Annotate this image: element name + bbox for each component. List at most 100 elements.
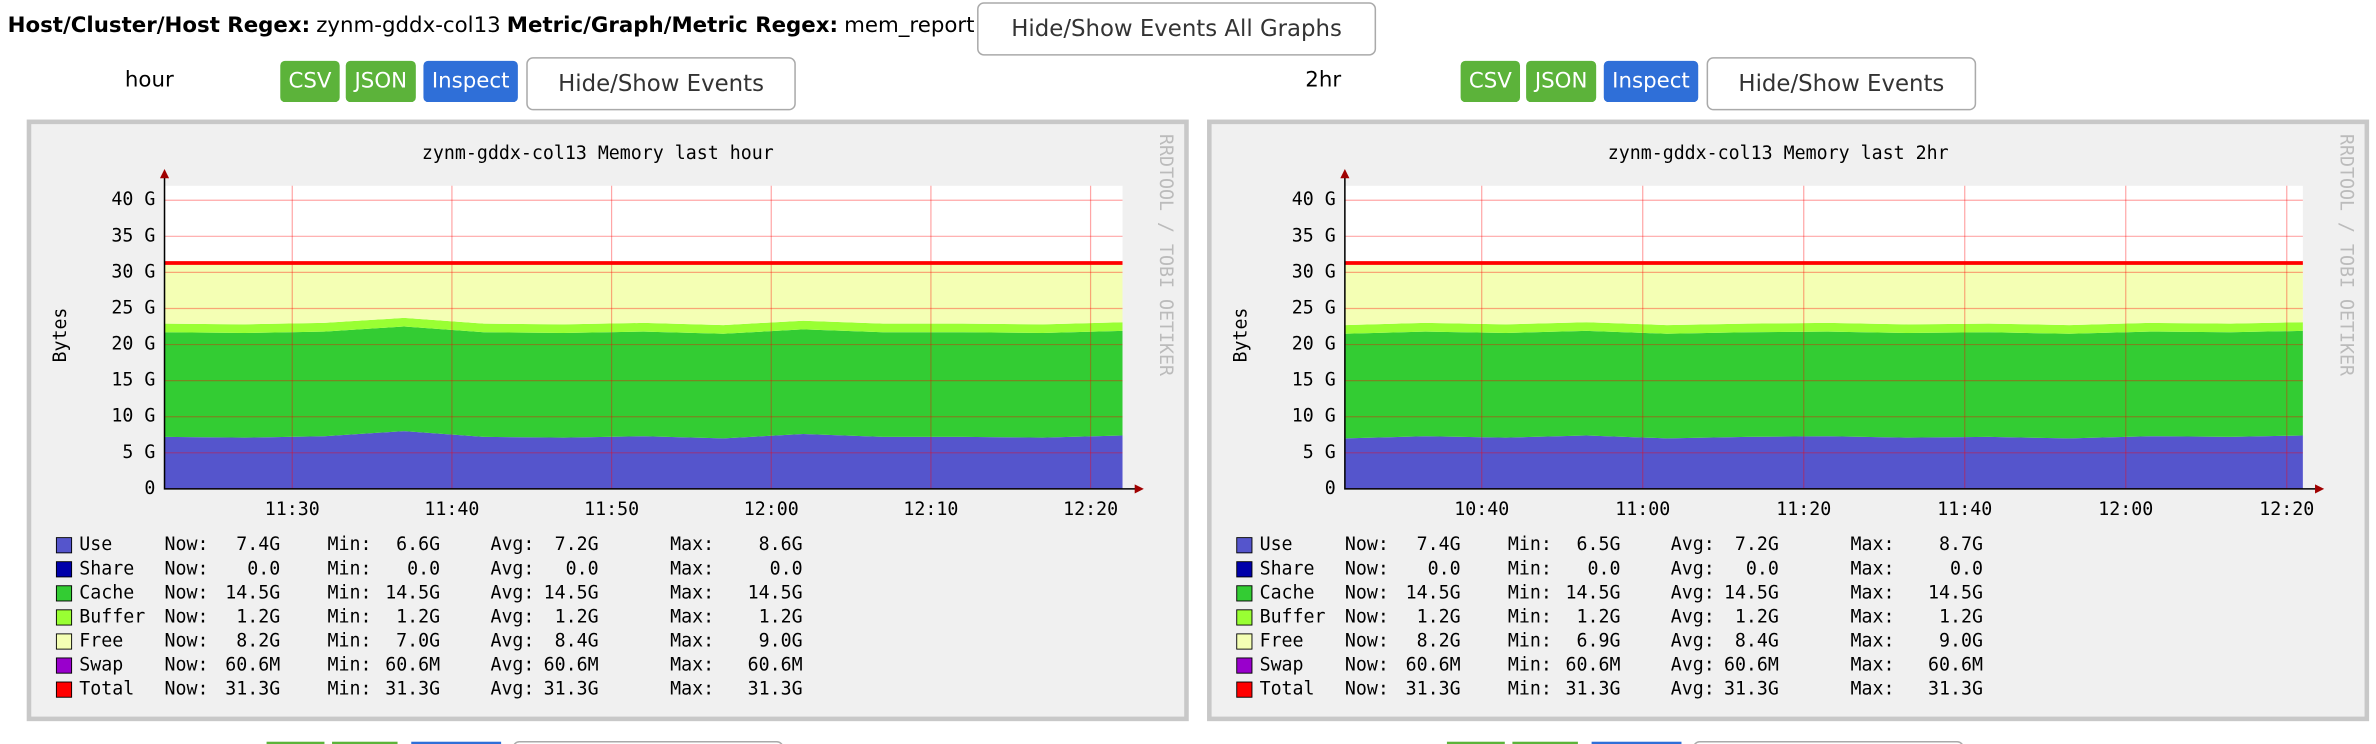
y-tick-label: 35 G xyxy=(1292,225,1336,246)
export-button[interactable]: Inspect xyxy=(423,60,518,103)
legend-stat-label: Now: xyxy=(1345,582,1389,603)
legend-stat-value: 14.5G xyxy=(544,582,599,603)
legend-stat-value: 8.2G xyxy=(1417,631,1461,652)
legend-stat-label: Min: xyxy=(327,534,371,555)
legend-stat-label: Avg: xyxy=(490,631,534,652)
cut-button xyxy=(1694,740,1963,744)
legend-stat-label: Avg: xyxy=(1671,679,1715,700)
legend-stat-value: 0.0 xyxy=(566,558,599,579)
legend-stat-value: 1.2G xyxy=(1735,606,1779,627)
button-label: JSON xyxy=(1533,68,1588,93)
legend-stat-value: 1.2G xyxy=(236,606,280,627)
cut-button xyxy=(513,740,783,744)
legend-stat-label: Min: xyxy=(1508,655,1552,676)
x-tick-label: 11:40 xyxy=(424,499,479,520)
x-tick-label: 12:20 xyxy=(1063,499,1118,520)
legend-name: Use xyxy=(1260,534,1293,555)
button-label: Inspect xyxy=(432,68,510,93)
legend-stat-value: 9.0G xyxy=(759,631,803,652)
legend-stat-value: 8.7G xyxy=(1939,534,1983,555)
x-tick-label: 11:30 xyxy=(265,499,320,520)
all-events-button[interactable]: Hide/Show Events All Graphs xyxy=(977,2,1377,56)
graph: zynm-gddx-col13 Memory last 2hr Bytes RRDT… xyxy=(1207,119,2370,722)
legend-stat-label: Max: xyxy=(670,534,714,555)
legend-swatch xyxy=(55,609,73,626)
x-tick-label: 12:00 xyxy=(744,499,799,520)
legend-name: Total xyxy=(1260,679,1315,700)
legend-stat-label: Min: xyxy=(327,582,371,603)
legend-stat-label: Now: xyxy=(165,679,209,700)
legend-stat-value: 60.6M xyxy=(385,655,440,676)
stack-area xyxy=(1344,263,2303,326)
range-label: hour xyxy=(125,68,174,93)
legend-stat-label: Min: xyxy=(1508,606,1552,627)
legend-stat-value: 6.9G xyxy=(1577,631,1621,652)
legend-stat-label: Avg: xyxy=(490,606,534,627)
events-button[interactable]: Hide/Show Events xyxy=(526,57,796,111)
legend-stat-label: Max: xyxy=(1851,655,1895,676)
stack-area xyxy=(164,431,1123,489)
legend-stat-label: Max: xyxy=(670,655,714,676)
legend-stat-value: 8.6G xyxy=(759,534,803,555)
legend-stat-value: 1.2G xyxy=(1577,606,1621,627)
legend-stat-label: Now: xyxy=(165,558,209,579)
x-tick-label: 12:10 xyxy=(903,499,958,520)
legend-name: Cache xyxy=(1260,582,1315,603)
legend-stat-label: Now: xyxy=(165,655,209,676)
legend-stat-value: 14.5G xyxy=(1724,582,1779,603)
legend-swatch xyxy=(1236,561,1253,578)
button-label: CSV xyxy=(1469,68,1512,93)
metric-value: mem_report xyxy=(844,13,974,38)
legend-stat-value: 31.3G xyxy=(385,679,440,700)
legend-stat-value: 14.5G xyxy=(225,582,280,603)
export-button[interactable]: JSON xyxy=(345,60,416,103)
y-tick-label: 15 G xyxy=(1292,370,1336,391)
legend-stat-value: 0.0 xyxy=(1428,558,1461,579)
button-frame xyxy=(1526,60,1597,103)
legend-stat-label: Max: xyxy=(670,679,714,700)
y-tick-label: 5 G xyxy=(1303,442,1336,463)
legend-stat-label: Min: xyxy=(327,558,371,579)
x-tick-label: 12:00 xyxy=(2098,499,2153,520)
legend-swatch xyxy=(55,633,73,650)
legend-stat-value: 60.6M xyxy=(748,655,803,676)
button-frame xyxy=(526,57,796,111)
stack-area xyxy=(1344,330,2303,439)
y-tick-label: 40 G xyxy=(111,189,155,210)
export-button[interactable]: CSV xyxy=(1460,60,1521,103)
y-tick-label: 5 G xyxy=(122,442,155,463)
legend-stat-value: 60.6M xyxy=(544,655,599,676)
axes xyxy=(163,173,1138,490)
legend-swatch xyxy=(55,681,73,698)
legend-stat-label: Now: xyxy=(165,606,209,627)
legend-stat-value: 9.0G xyxy=(1939,631,1983,652)
legend-stat-value: 60.6M xyxy=(1566,655,1621,676)
y-tick-label: 40 G xyxy=(1292,189,1336,210)
button-frame xyxy=(345,60,416,103)
export-button[interactable]: Inspect xyxy=(1603,60,1699,103)
legend-stat-value: 8.4G xyxy=(555,631,599,652)
header-line: Host/Cluster/Host Regex: zynm-gddx-col13 M… xyxy=(8,13,975,38)
y-tick-label: 20 G xyxy=(1292,334,1336,355)
legend-stat-value: 31.3G xyxy=(1724,679,1779,700)
legend-stat-label: Now: xyxy=(1345,655,1389,676)
legend-stat-label: Avg: xyxy=(1671,655,1715,676)
events-button[interactable]: Hide/Show Events xyxy=(1706,57,1977,111)
export-button[interactable]: CSV xyxy=(280,60,340,103)
legend-stat-value: 14.5G xyxy=(1406,582,1461,603)
graph-title: zynm-gddx-col13 Memory last hour xyxy=(422,143,774,164)
legend-swatch xyxy=(1236,609,1253,626)
legend-swatch xyxy=(55,585,73,602)
export-button[interactable]: JSON xyxy=(1526,60,1597,103)
x-tick-label: 11:40 xyxy=(1937,499,1992,520)
y-tick-label: 25 G xyxy=(1292,297,1336,318)
legend-stat-value: 1.2G xyxy=(1939,606,1983,627)
stack-area xyxy=(1344,322,2303,334)
legend-stat-value: 1.2G xyxy=(759,606,803,627)
y-tick-label: 30 G xyxy=(1292,261,1336,282)
legend-stat-value: 7.4G xyxy=(1417,534,1461,555)
panel-toolbar: 2hr CSV JSON Inspect Hide/Show Events xyxy=(1305,57,1977,111)
legend-stat-label: Avg: xyxy=(1671,582,1715,603)
button-frame xyxy=(977,2,1377,56)
